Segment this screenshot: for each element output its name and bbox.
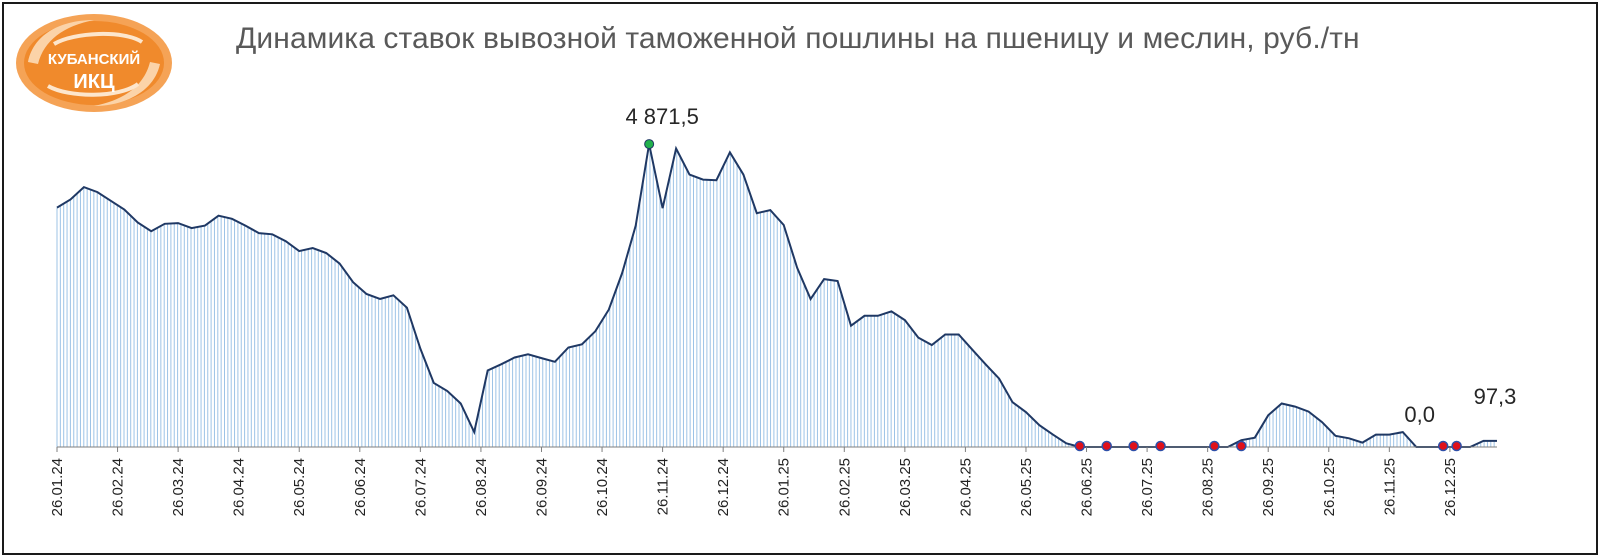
series-line [56,143,1497,448]
data-label-last: 97,3 [1474,384,1517,409]
zero-rate-marker [1451,440,1462,452]
chart-title: Динамика ставок вывозной таможенной пошл… [236,22,1360,55]
x-tick-label: 26.01.24 [49,458,66,516]
x-tick-label: 26.08.25 [1200,458,1217,516]
x-tick-label: 26.06.24 [352,458,369,516]
area-fill [56,147,1495,447]
zero-rate-marker [1209,440,1220,452]
x-axis-ticks: 26.01.24 26.02.24 26.03.24 26.04.24 26.05.24… [49,447,1459,516]
x-tick-label: 26.09.25 [1260,458,1277,516]
x-tick-label: 26.12.24 [715,458,732,516]
markers [644,139,1462,452]
x-tick-label: 26.12.25 [1442,458,1459,516]
x-tick-label: 26.07.25 [1139,458,1156,516]
zero-rate-marker [1236,440,1247,452]
x-tick-label: 26.01.25 [776,458,793,516]
data-labels: 4 871,5 0,0 97,3 [625,104,1516,427]
max-value-marker [644,139,655,150]
data-label-zero: 0,0 [1404,402,1435,427]
x-tick-label: 26.11.24 [655,458,672,515]
x-tick-label: 26.02.24 [110,458,127,516]
data-label-max: 4 871,5 [625,104,698,129]
zero-rate-marker [1155,440,1166,452]
x-tick-label: 26.10.24 [594,458,611,516]
kuban-ikc-logo: КУБАНСКИЙ ИКЦ [16,14,172,112]
x-tick-label: 26.05.25 [1018,458,1035,516]
x-tick-label: 26.03.25 [897,458,914,516]
x-tick-label: 26.04.25 [957,458,974,516]
x-tick-label: 26.02.25 [836,458,853,516]
x-tick-label: 26.07.24 [412,458,429,516]
x-tick-label: 26.08.24 [473,458,490,516]
zero-rate-marker [1074,440,1086,452]
logo-line2: ИКЦ [73,71,115,93]
logo-line1: КУБАНСКИЙ [48,50,140,68]
x-tick-label: 26.06.25 [1079,458,1096,516]
zero-rate-marker [1101,440,1112,452]
x-tick-label: 26.04.24 [231,458,248,516]
x-tick-label: 26.03.24 [170,458,187,516]
x-tick-label: 26.05.24 [291,458,308,516]
zero-rate-marker [1128,440,1139,452]
zero-rate-marker [1437,440,1449,452]
x-tick-label: 26.09.24 [533,458,550,516]
x-tick-label: 26.11.25 [1381,458,1398,515]
x-tick-label: 26.10.25 [1321,458,1338,516]
